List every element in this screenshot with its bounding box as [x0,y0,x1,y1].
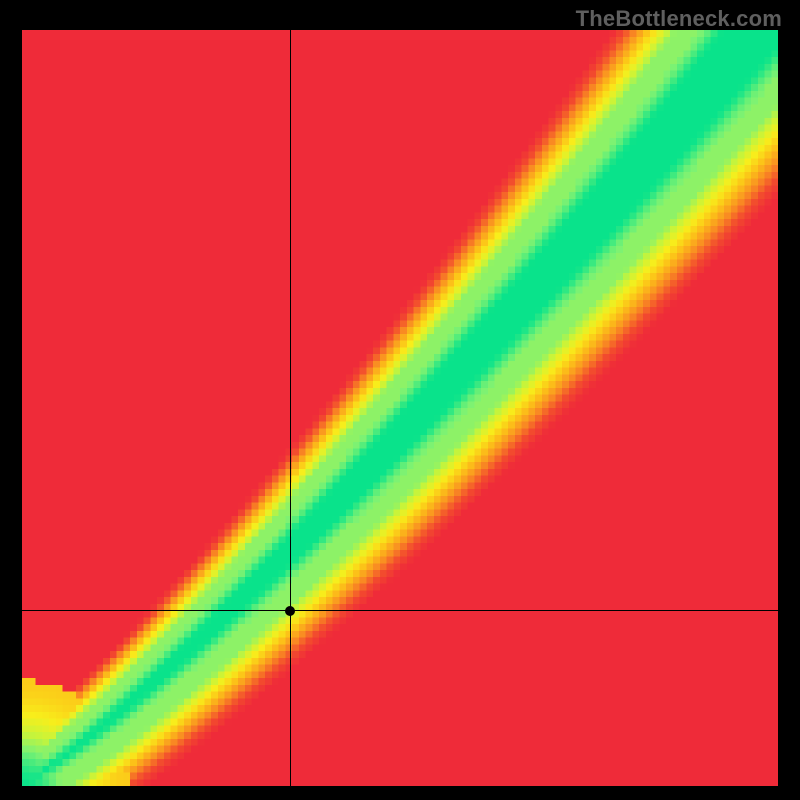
watermark-text: TheBottleneck.com [576,6,782,32]
figure-frame: TheBottleneck.com [0,0,800,800]
crosshair-marker [285,606,295,616]
crosshair-vertical [290,30,291,786]
heatmap-canvas [22,30,778,786]
crosshair-horizontal [22,610,778,611]
heatmap-plot [22,30,778,786]
